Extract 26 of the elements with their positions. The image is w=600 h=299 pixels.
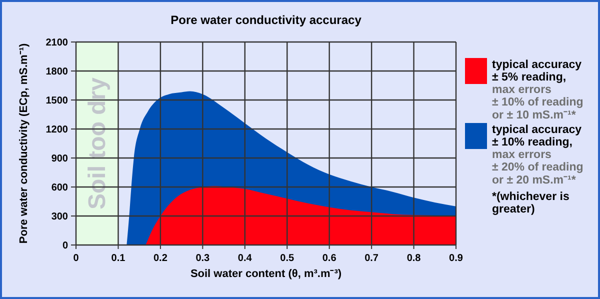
x-tick-label: 0.4	[238, 253, 252, 264]
x-tick-label: 0	[73, 253, 80, 264]
x-tick-label: 0.2	[153, 253, 168, 264]
y-tick-label: 0	[62, 240, 68, 252]
x-tick-label: 0.9	[449, 253, 464, 264]
y-tick-label: 600	[51, 182, 68, 194]
y-tick-label: 1800	[46, 66, 68, 78]
text: max errors ± 20% of reading or ± 20 mS.m⁻¹*	[492, 149, 584, 186]
x-tick-label: 0.8	[406, 253, 422, 264]
y-tick-label: 2100	[46, 38, 68, 48]
chart-title: Pore water conductivity accuracy	[170, 13, 362, 27]
x-axis-title: Soil water content (θ, m³.m⁻³)	[190, 268, 342, 280]
y-tick-label: 900	[51, 154, 68, 164]
text: max errors ± 10% of reading or ± 10 mS.m⁻¹*	[492, 84, 584, 122]
y-tick-label: 300	[51, 212, 68, 222]
y-tick-label: 1500	[46, 96, 68, 106]
x-tick-label: 0.7	[364, 253, 379, 264]
y-axis-title: Pore water conductivity (ECp, mS.m⁻¹)	[18, 43, 30, 244]
x-tick-label: 0.1	[111, 253, 126, 264]
legend-label: typical accuracy ± 5% reading,	[492, 59, 582, 84]
y-tick-label: 1200	[46, 124, 68, 136]
x-tick-label: 0.5	[280, 253, 294, 264]
x-tick-label: 0.6	[322, 253, 337, 264]
x-tick-label: 0.3	[196, 253, 210, 264]
legend-label: typical accuracy ± 10% reading,	[492, 124, 582, 149]
text: *(whichever is greater)	[492, 191, 570, 216]
